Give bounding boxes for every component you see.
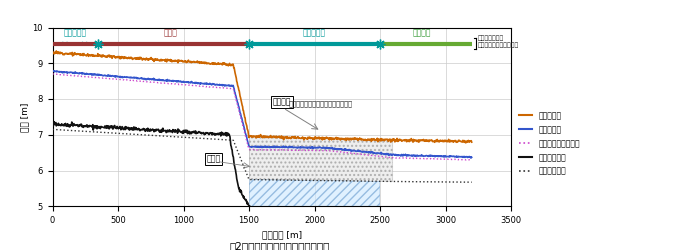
Text: （＝計画水路敷高－現況水路敷高）: （＝計画水路敷高－現況水路敷高）: [288, 100, 352, 107]
Y-axis label: 標高 [m]: 標高 [m]: [20, 102, 29, 132]
Text: 未改修: 未改修: [164, 28, 177, 37]
Text: 嵩上げ量: 嵩上げ量: [272, 97, 291, 106]
Text: 図2　沈下水路の水理縦断図の事例: 図2 沈下水路の水理縦断図の事例: [230, 241, 330, 250]
Legend: 水路天端高, 痕跡水位高, 計画水位（計算値）, 現況水路敷高, 計画水路敷高: 水路天端高, 痕跡水位高, 計画水位（計算値）, 現況水路敷高, 計画水路敷高: [516, 108, 583, 179]
Text: 死水域: 死水域: [206, 154, 220, 164]
Text: 改修済み: 改修済み: [413, 28, 431, 37]
X-axis label: 縦断距離 [m]: 縦断距離 [m]: [262, 230, 302, 239]
Text: 嵩上げ補修: 嵩上げ補修: [303, 28, 326, 37]
Text: 聞き取り調査や
補修履歴資料による把握: 聞き取り調査や 補修履歴資料による把握: [477, 36, 519, 48]
Text: 嵩上げ補修: 嵩上げ補修: [64, 28, 87, 37]
